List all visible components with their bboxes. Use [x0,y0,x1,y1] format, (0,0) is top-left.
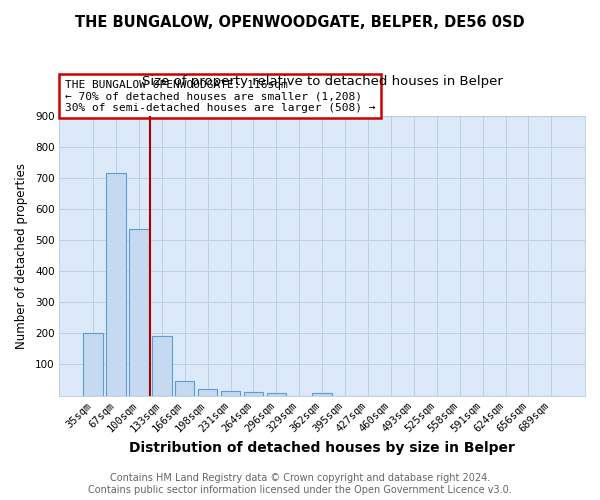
Bar [175,382,194,396]
Title: Size of property relative to detached houses in Belper: Size of property relative to detached ho… [142,75,503,88]
Text: THE BUNGALOW OPENWOODGATE: 116sqm
← 70% of detached houses are smaller (1,208)
3: THE BUNGALOW OPENWOODGATE: 116sqm ← 70% … [65,80,375,113]
Text: Contains HM Land Registry data © Crown copyright and database right 2024.
Contai: Contains HM Land Registry data © Crown c… [88,474,512,495]
Bar [129,228,149,396]
Text: THE BUNGALOW, OPENWOODGATE, BELPER, DE56 0SD: THE BUNGALOW, OPENWOODGATE, BELPER, DE56… [75,15,525,30]
Bar [313,393,332,396]
Bar [83,334,103,396]
Y-axis label: Number of detached properties: Number of detached properties [15,162,28,348]
Bar [221,392,240,396]
Bar [266,393,286,396]
Bar [244,392,263,396]
Bar [106,173,126,396]
Bar [152,336,172,396]
X-axis label: Distribution of detached houses by size in Belper: Distribution of detached houses by size … [129,441,515,455]
Bar [198,390,217,396]
